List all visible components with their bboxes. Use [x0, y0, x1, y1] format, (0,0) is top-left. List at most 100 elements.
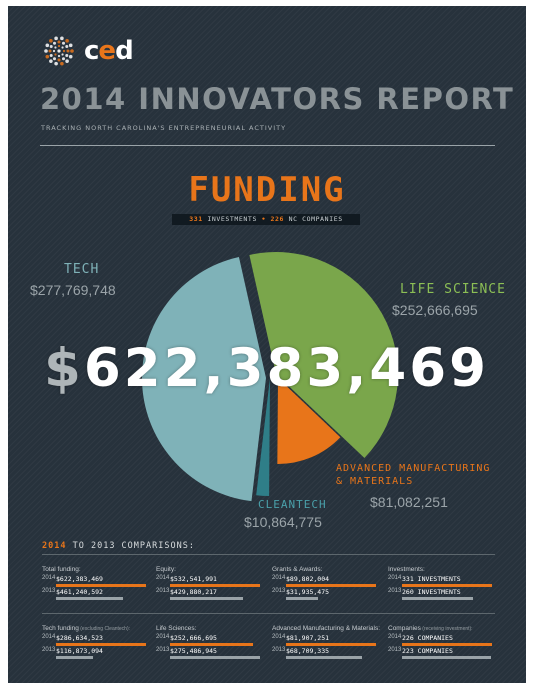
- comparison-value: 331 INVESTMENTS: [402, 575, 461, 583]
- cleantech-amount: $10,864,775: [244, 514, 322, 530]
- comparison-metric: Equity: 2014 $532,541,991 2013 $429,880,217: [156, 566, 268, 600]
- comparison-value: 223 COMPANIES: [402, 647, 453, 655]
- comparison-row-2013: 2013 $116,873,094: [42, 647, 154, 659]
- comparison-row-2013: 2013 $31,935,475: [272, 588, 384, 600]
- comparison-year-label: 2014: [272, 634, 286, 640]
- companies-label: NC COMPANIES: [288, 215, 343, 223]
- comparison-bar-2013: [170, 597, 243, 600]
- comparisons-title: 2014 TO 2013 COMPARISONS:: [42, 541, 195, 551]
- comparison-row-2014: 2014 $81,907,251: [272, 634, 384, 646]
- comparison-bar-2014: [170, 643, 253, 646]
- comparison-bar-2014: [56, 643, 146, 646]
- comparison-metric-label: Investments:: [388, 566, 425, 573]
- comparison-year-label: 2014: [388, 634, 402, 640]
- comparison-metric-label: Grants & Awards:: [272, 566, 323, 573]
- comparison-row-2014: 2014 $622,383,469: [42, 575, 154, 587]
- comparison-row-2014: 2014 $532,541,991: [156, 575, 268, 587]
- comparison-bar-2014: [170, 584, 260, 587]
- advanced-manufacturing-amount: $81,082,251: [370, 494, 448, 510]
- comparison-metric-label: Total funding:: [42, 566, 81, 573]
- comparison-bar-2014: [286, 584, 376, 587]
- comparison-value: 260 INVESTMENTS: [402, 588, 461, 596]
- comparison-metric-note: (receiving investment):: [420, 626, 473, 632]
- comparison-metric: Investments: 2014 331 INVESTMENTS 2013 260 I…: [388, 566, 500, 600]
- comparison-value: $429,880,217: [170, 588, 217, 596]
- comparison-value: $532,541,991: [170, 575, 217, 583]
- comparison-row-2013: 2013 $68,709,335: [272, 647, 384, 659]
- investments-label: INVESTMENTS: [207, 215, 257, 223]
- comparison-bar-2013: [402, 656, 491, 659]
- comparison-bar-2013: [402, 597, 473, 600]
- comparison-metric-note: (excluding Cleantech):: [78, 626, 131, 632]
- comparison-row-2013: 2013 $461,240,592: [42, 588, 154, 600]
- comparison-bar-2014: [56, 584, 146, 587]
- comparison-value: $252,666,695: [170, 634, 217, 642]
- comparison-bar-2013: [56, 656, 93, 659]
- total-currency-symbol: $: [44, 338, 84, 399]
- comparison-year-label: 2013: [272, 647, 286, 653]
- companies-count: 226: [270, 215, 285, 223]
- comparison-year-label: 2014: [388, 575, 402, 581]
- comparison-row-2013: 2013 223 COMPANIES: [388, 647, 500, 659]
- total-funding-value: 622,383,469: [83, 338, 490, 399]
- tech-label: TECH: [64, 262, 100, 277]
- comparison-year-label: 2013: [156, 588, 170, 594]
- comparison-metric: Tech funding (excluding Cleantech): 2014 $…: [42, 625, 154, 659]
- comparison-value: $68,709,335: [286, 647, 330, 655]
- comparison-value: $461,240,592: [56, 588, 103, 596]
- comparison-bar-2014: [402, 643, 492, 646]
- funding-heading: FUNDING: [188, 170, 346, 210]
- comparison-value: $31,935,475: [286, 588, 330, 596]
- ced-logo-mark-icon: [44, 36, 74, 66]
- comparison-year-label: 2014: [156, 634, 170, 640]
- logo-wordmark-accent: e: [98, 36, 116, 66]
- comparison-row-2014: 2014 226 COMPANIES: [388, 634, 500, 646]
- comparison-year-label: 2013: [42, 647, 56, 653]
- comparison-row-2014: 2014 331 INVESTMENTS: [388, 575, 500, 587]
- comparison-year-label: 2013: [42, 588, 56, 594]
- life-science-label: LIFE SCIENCE: [400, 282, 506, 297]
- comparison-year-label: 2013: [272, 588, 286, 594]
- funding-pie-chart: [141, 252, 398, 502]
- comparison-year-label: 2014: [156, 575, 170, 581]
- comparison-metric-label: Equity:: [156, 566, 176, 573]
- comparison-metric-label: Tech funding (excluding Cleantech):: [42, 625, 131, 632]
- comparison-value: $286,634,523: [56, 634, 103, 642]
- comparison-year-label: 2014: [42, 575, 56, 581]
- comparison-bar-2014: [402, 584, 492, 587]
- comparison-metric: Companies (receiving investment): 2014 226…: [388, 625, 500, 659]
- comparison-row-2013: 2013 $275,486,945: [156, 647, 268, 659]
- report-subtitle: TRACKING NORTH CAROLINA'S ENTREPRENEURIA…: [41, 124, 287, 132]
- comparison-value: $81,907,251: [286, 634, 330, 642]
- comparison-metric: Advanced Manufacturing & Materials: 2014 $…: [272, 625, 384, 659]
- comparison-bar-2013: [170, 656, 260, 659]
- comparison-row-2013: 2013 260 INVESTMENTS: [388, 588, 500, 600]
- comparison-value: $275,486,945: [170, 647, 217, 655]
- logo-wordmark: ced: [84, 36, 134, 66]
- life-science-amount: $252,666,695: [392, 302, 478, 318]
- advanced-manufacturing-label: ADVANCED MANUFACTURING & MATERIALS: [336, 463, 491, 487]
- ced-logo: ced: [40, 36, 134, 66]
- counts-separator: •: [261, 215, 266, 223]
- comparison-bar-2013: [286, 597, 318, 600]
- comparison-bar-2014: [286, 643, 376, 646]
- report-title: 2014 INNOVATORS REPORT: [40, 82, 515, 116]
- total-funding: $622,383,469: [44, 338, 489, 399]
- comparison-metric-label: Advanced Manufacturing & Materials:: [272, 625, 381, 632]
- comparison-year-label: 2014: [272, 575, 286, 581]
- comparison-year-label: 2014: [42, 634, 56, 640]
- pie-slice-life-science: [249, 252, 398, 459]
- header-divider: [40, 145, 495, 146]
- comparison-value: 226 COMPANIES: [402, 634, 453, 642]
- tech-amount: $277,769,748: [30, 282, 116, 298]
- comparisons-divider-middle: [42, 613, 495, 614]
- funding-counts-banner: 331 INVESTMENTS • 226 NC COMPANIES: [172, 214, 360, 225]
- infographic-poster: ced 2014 INNOVATORS REPORT TRACKING NORT…: [8, 6, 526, 683]
- comparison-metric: Grants & Awards: 2014 $89,802,004 2013 $31,9…: [272, 566, 384, 600]
- comparison-row-2013: 2013 $429,880,217: [156, 588, 268, 600]
- comparison-value: $116,873,094: [56, 647, 103, 655]
- investments-count: 331: [189, 215, 203, 223]
- cleantech-label: CLEANTECH: [258, 498, 327, 511]
- comparisons-divider-top: [42, 554, 495, 555]
- comparison-row-2014: 2014 $286,634,523: [42, 634, 154, 646]
